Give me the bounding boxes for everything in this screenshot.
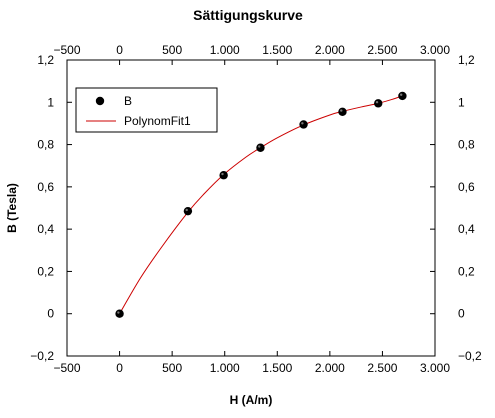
data-point-highlight <box>301 122 304 125</box>
y-tick-label-right: 0,2 <box>458 264 475 278</box>
x-tick-label-top: 500 <box>162 43 182 57</box>
data-point-highlight <box>117 311 120 314</box>
legend: B PolynomFit1 <box>75 87 218 133</box>
y-tick-label-left: 0,2 <box>37 264 54 278</box>
points-layer <box>115 91 407 318</box>
x-tick-label-bottom: 1.000 <box>210 361 240 375</box>
chart-title: Sättigungskurve <box>193 7 303 23</box>
x-tick-label-top: 1.000 <box>210 43 240 57</box>
x-tick-label-bottom: 3.000 <box>420 361 450 375</box>
y-tick-label-right: 0,8 <box>458 138 475 152</box>
fit-line-polynomfit1 <box>119 95 403 314</box>
x-tick-label-top: 3.000 <box>420 43 450 57</box>
y-axis-label: B (Tesla) <box>5 183 19 233</box>
y-tick-label-right: 1 <box>458 95 465 109</box>
legend-marker-b <box>95 96 105 106</box>
x-axis-label: H (A/m) <box>230 393 273 407</box>
data-point <box>256 143 265 152</box>
data-point <box>338 107 347 117</box>
x-tick-label-top: −500 <box>53 43 80 57</box>
y-tick-label-right: 0,6 <box>458 180 475 194</box>
x-tick-label-top: 2.500 <box>367 43 397 57</box>
data-point-highlight <box>221 172 224 176</box>
y-tick-label-left: 1,2 <box>37 53 54 67</box>
data-point-highlight <box>375 100 379 104</box>
legend-label-fit: PolynomFit1 <box>124 114 191 128</box>
y-tick-label-left: 1 <box>47 95 54 109</box>
y-tick-label-right: 0,4 <box>458 222 475 236</box>
fit-layer <box>119 95 403 314</box>
x-tick-label-bottom: 1.500 <box>262 361 292 375</box>
data-point <box>398 91 407 101</box>
data-point-highlight <box>340 109 343 112</box>
x-tick-label-bottom: 2.000 <box>315 361 345 375</box>
legend-label-b: B <box>124 94 132 108</box>
legend-box <box>75 87 218 133</box>
x-tick-label-top: 2.000 <box>315 43 345 57</box>
y-tick-label-left: 0,8 <box>37 138 54 152</box>
x-tick-label-bottom: 0 <box>116 361 123 375</box>
data-point <box>183 206 193 216</box>
plot-frame <box>66 59 436 357</box>
x-tick-label-bottom: −500 <box>53 361 80 375</box>
data-point-highlight <box>400 93 403 96</box>
data-point <box>374 99 383 108</box>
data-point-highlight <box>185 208 188 212</box>
y-tick-label-right: 0 <box>458 307 465 321</box>
y-tick-label-left: 0 <box>47 307 54 321</box>
y-tick-label-left: 0,6 <box>37 180 54 194</box>
y-tick-label-right: −0,2 <box>458 349 482 363</box>
x-tick-label-bottom: 500 <box>162 361 182 375</box>
y-tick-label-left: −0,2 <box>30 349 54 363</box>
x-tick-label-bottom: 2.500 <box>367 361 397 375</box>
data-point-highlight <box>258 145 261 148</box>
x-tick-label-top: 0 <box>116 43 123 57</box>
y-tick-label-left: 0,4 <box>37 222 54 236</box>
y-tick-label-right: 1,2 <box>458 53 475 67</box>
ticks-layer: −500 −500 0 0 500 500 1.000 1.000 1.500 1.500 2.00… <box>30 43 482 375</box>
data-point <box>115 309 124 318</box>
x-tick-label-top: 1.500 <box>262 43 292 57</box>
data-point <box>219 171 228 180</box>
data-point <box>299 120 308 129</box>
